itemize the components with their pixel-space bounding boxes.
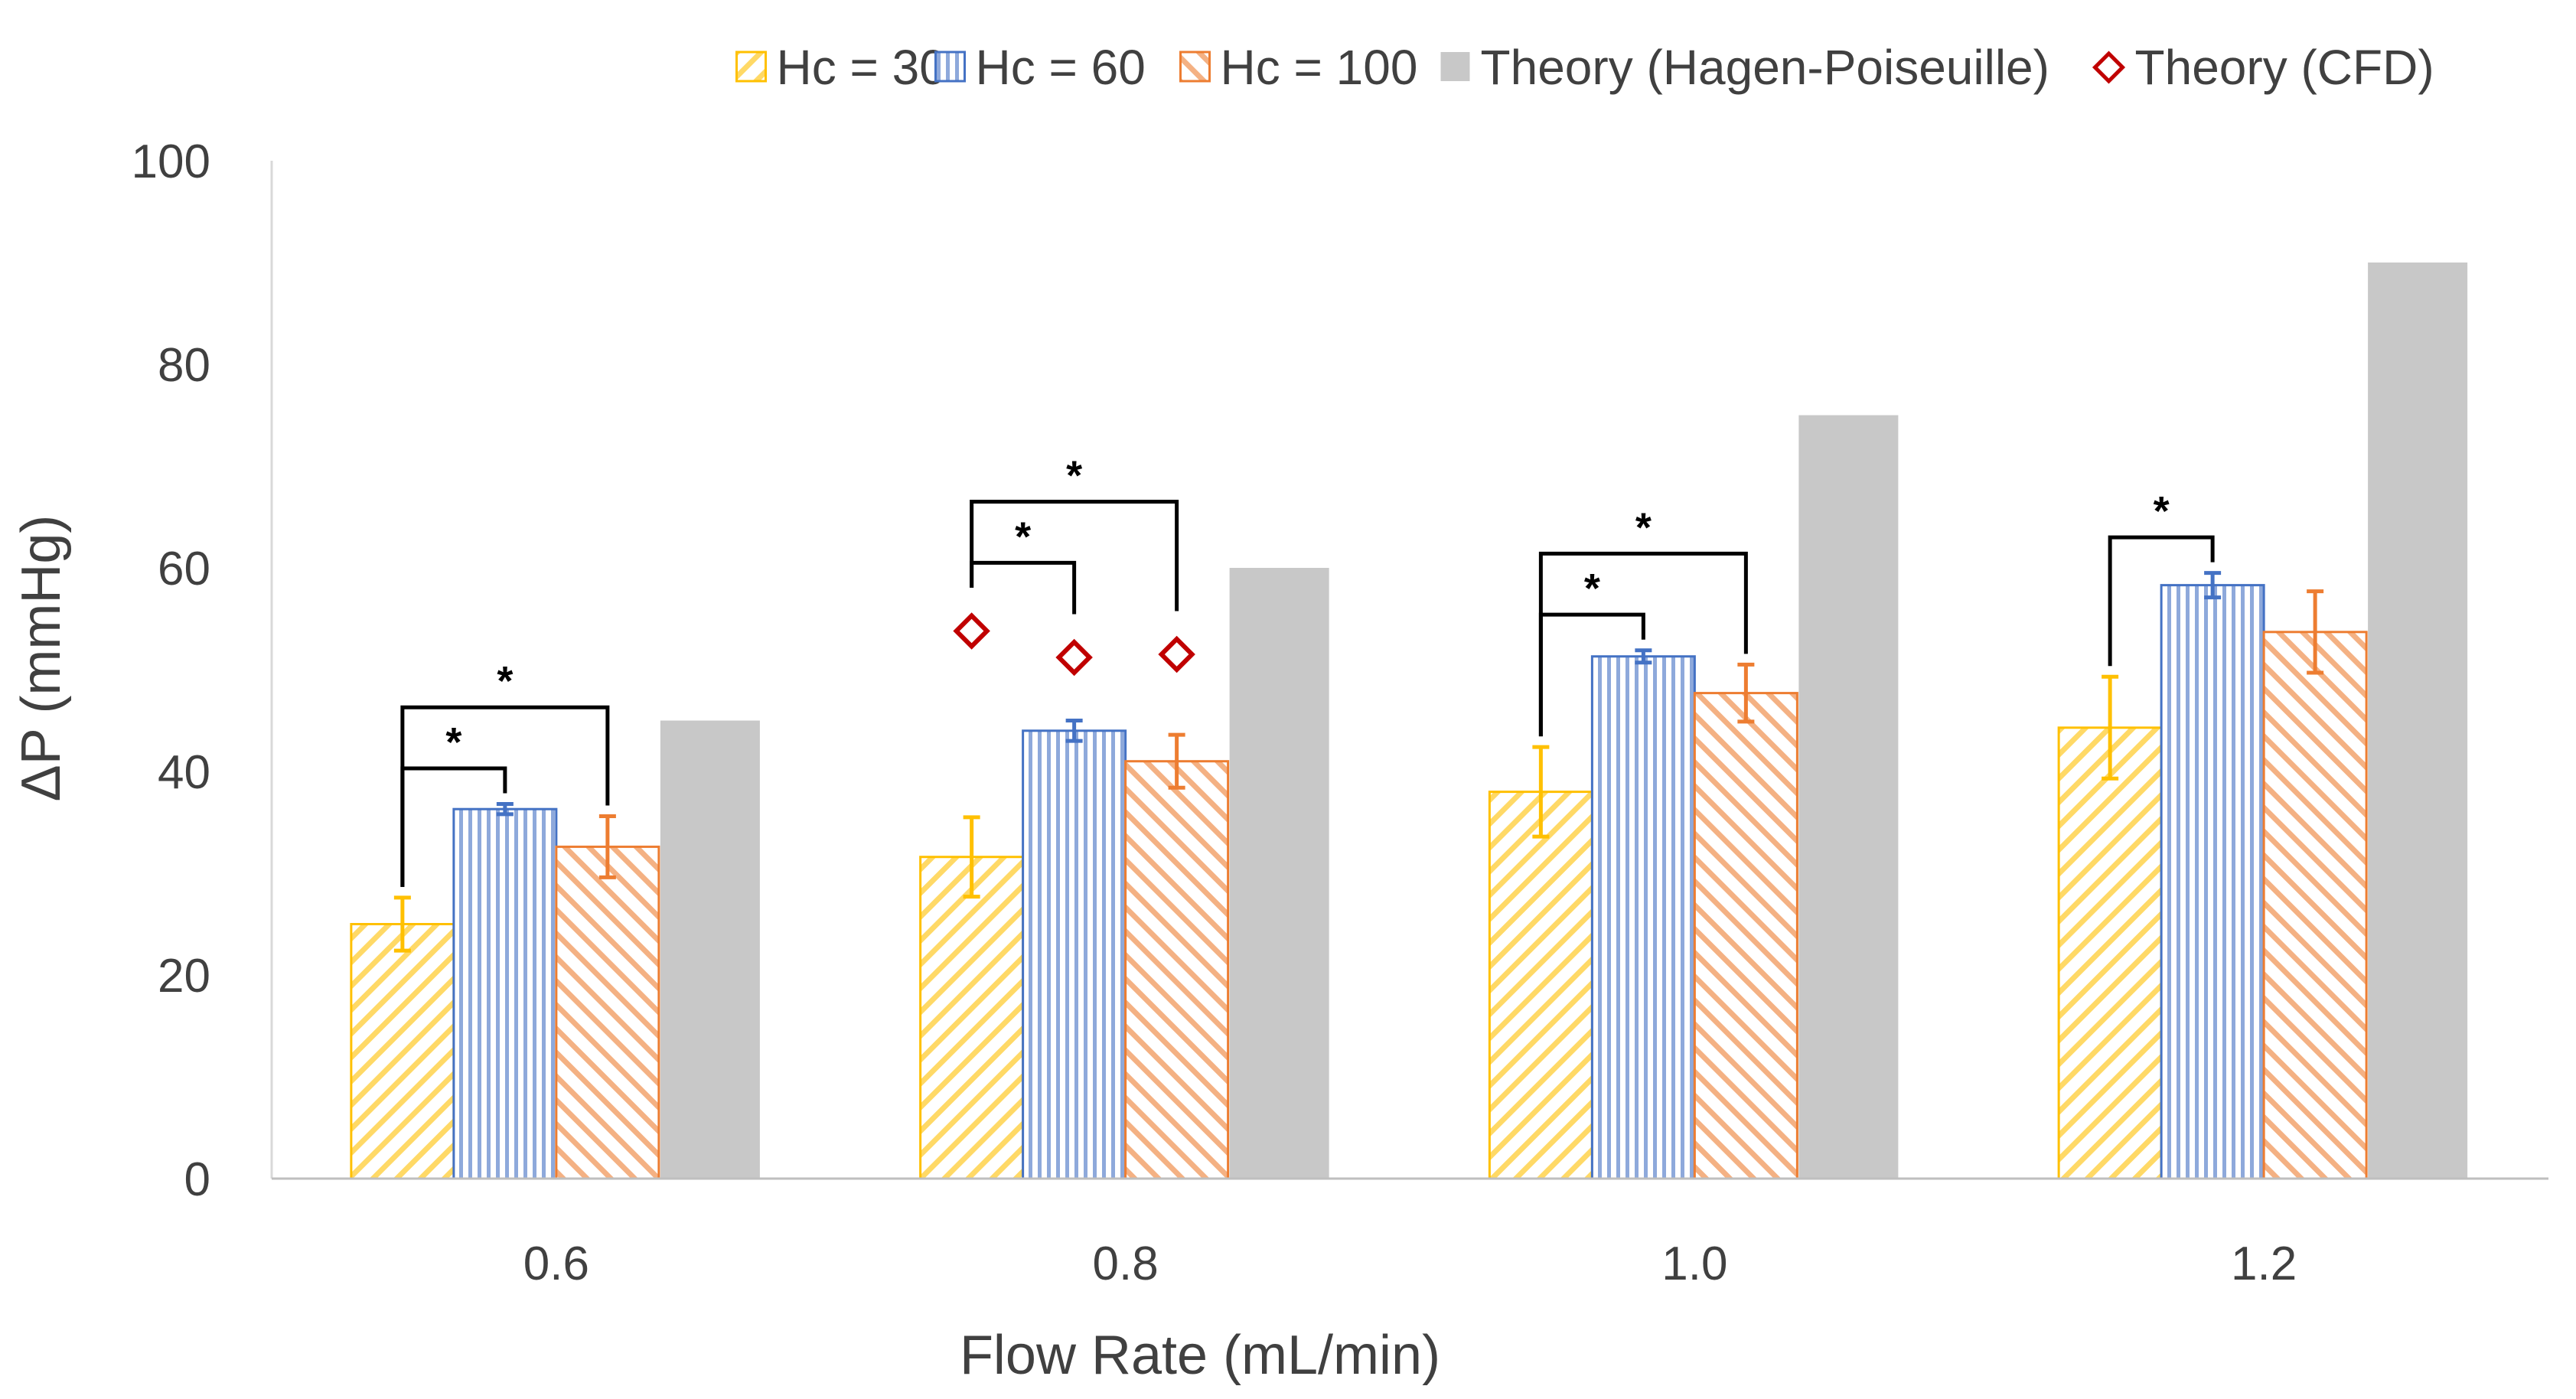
x-tick-label: 1.0 [1661, 1238, 1727, 1290]
x-axis-title: Flow Rate (mL/min) [960, 1325, 1440, 1386]
significance-bracket: * [970, 514, 1077, 615]
significance-brackets: * * * * * * * [400, 453, 2215, 887]
bar-hc-100-1.0 [1693, 692, 1798, 1180]
bar-hc-30-0.6 [350, 923, 455, 1180]
cfd-diamond-marker [1055, 638, 1093, 677]
significance-star: * [2154, 488, 2170, 534]
bar-hc-100-0.6 [555, 845, 660, 1180]
cfd-diamond-marker [1158, 635, 1195, 673]
bar-hc-100-1.2 [2262, 631, 2368, 1180]
significance-bracket: * [400, 658, 610, 887]
bar-hc-60-1.0 [1590, 655, 1696, 1180]
error-bar [1737, 662, 1755, 724]
significance-line [2108, 535, 2215, 667]
legend-label: Theory (Hagen-Poiseuille) [1481, 40, 2049, 95]
bars [350, 263, 2468, 1180]
significance-star: * [1635, 504, 1652, 550]
cfd-markers [953, 612, 1195, 677]
cfd-diamond-marker [953, 612, 990, 650]
x-tick-label: 1.2 [2231, 1238, 2297, 1290]
significance-line [1538, 551, 1748, 737]
legend-swatch [735, 51, 767, 83]
error-bar [1635, 648, 1652, 665]
error-bars [393, 571, 2324, 953]
significance-star: * [1066, 453, 1082, 499]
legend-swatch [1179, 51, 1211, 83]
y-tick-label: 80 [158, 339, 210, 392]
error-bar [2102, 674, 2119, 781]
significance-line [400, 705, 610, 887]
bar-hc-100-0.8 [1124, 760, 1230, 1180]
error-bar [496, 802, 514, 817]
legend-item: Theory (CFD) [2092, 40, 2434, 95]
significance-star: * [497, 658, 513, 704]
error-bar [1532, 745, 1550, 839]
legend-item: Hc = 100 [1179, 40, 1418, 95]
significance-bracket: * [1538, 504, 1748, 737]
significance-line [970, 560, 1077, 615]
significance-star: * [445, 719, 461, 765]
bar-theory-hagen-poiseuille--0.6 [660, 720, 760, 1179]
y-axis: 0 20 40 60 80 100 [132, 135, 273, 1206]
legend-swatch [1440, 52, 1470, 81]
bar-hc-30-0.8 [919, 856, 1025, 1180]
significance-bracket: * [970, 453, 1179, 611]
y-tick-label: 100 [132, 135, 210, 188]
significance-line [970, 500, 1179, 611]
error-bar [1065, 719, 1083, 743]
legend-item: Hc = 60 [934, 40, 1146, 95]
error-bar [2204, 571, 2222, 600]
error-bar [963, 815, 980, 899]
legend-label: Theory (CFD) [2135, 40, 2434, 95]
x-tick-label: 0.6 [523, 1238, 589, 1290]
bar-hc-30-1.2 [2057, 726, 2163, 1180]
y-tick-label: 60 [158, 543, 210, 595]
error-bar [393, 895, 411, 953]
bar-hc-60-0.8 [1022, 729, 1127, 1180]
y-tick-label: 40 [158, 746, 210, 799]
error-bar [598, 814, 616, 879]
legend-item: Hc = 30 [735, 40, 947, 95]
legend: Hc = 30 Hc = 60 Hc = 100 Theory (Hagen-Pois… [735, 40, 2434, 95]
bar-theory-hagen-poiseuille--1.2 [2368, 263, 2468, 1179]
legend-label: Hc = 100 [1221, 40, 1418, 95]
significance-bracket: * [2108, 488, 2215, 667]
significance-star: * [1015, 514, 1031, 559]
bar-hc-60-0.6 [452, 807, 558, 1180]
bar-theory-hagen-poiseuille--1.0 [1798, 415, 1899, 1179]
legend-label: Hc = 30 [777, 40, 947, 95]
legend-label: Hc = 60 [976, 40, 1146, 95]
legend-swatch [934, 51, 966, 83]
y-tick-label: 0 [184, 1153, 210, 1206]
x-tick-label: 0.8 [1093, 1238, 1159, 1290]
x-axis: 0.6 0.8 1.0 1.2 [272, 1177, 2548, 1290]
bar-theory-hagen-poiseuille--0.8 [1229, 568, 1329, 1179]
y-axis-title: ΔP (mmHg) [11, 515, 72, 802]
significance-star: * [1584, 566, 1600, 611]
y-tick-label: 20 [158, 950, 210, 1003]
bar-hc-30-1.0 [1488, 791, 1593, 1180]
legend-item: Theory (Hagen-Poiseuille) [1440, 40, 2049, 95]
error-bar [2307, 589, 2324, 675]
legend-swatch [2092, 51, 2126, 84]
bar-hc-60-1.2 [2160, 584, 2265, 1180]
error-bar [1168, 732, 1185, 790]
